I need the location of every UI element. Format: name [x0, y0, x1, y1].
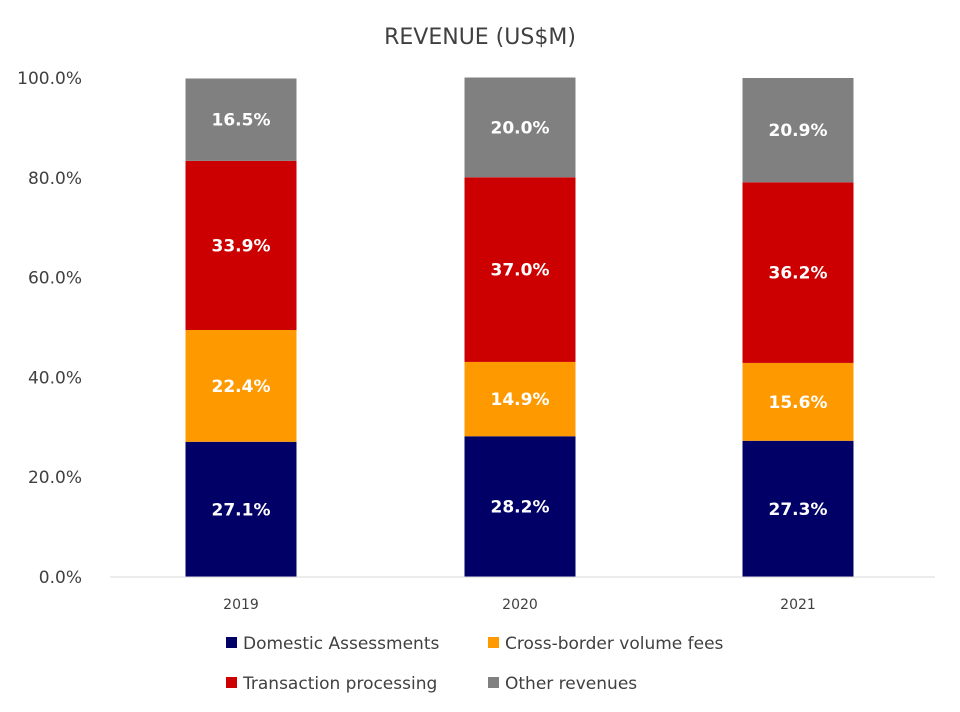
bar-stack-2021: 27.3% 15.6% 36.2% 20.9% [742, 78, 854, 577]
y-axis: 0.0% 20.0% 40.0% 60.0% 80.0% 100.0% [17, 69, 82, 588]
legend-label: Other revenues [505, 674, 637, 694]
bar-segment [742, 182, 854, 363]
data-label: 27.1% [212, 500, 271, 520]
legend-swatch [226, 677, 237, 688]
bar-segment [464, 177, 576, 362]
bar-segment [464, 77, 576, 178]
legend-swatch [226, 637, 237, 648]
x-tick-label: 2019 [223, 597, 259, 613]
data-label: 33.9% [212, 236, 271, 256]
x-tick-label: 2020 [502, 597, 538, 613]
chart-title: REVENUE (US$M) [384, 25, 576, 50]
x-tick-label: 2021 [780, 597, 816, 613]
y-tick-label: 0.0% [39, 568, 82, 588]
data-label: 28.2% [491, 498, 550, 518]
legend-item: Other revenues [488, 674, 637, 694]
bar-segment [185, 160, 297, 330]
legend-item: Transaction processing [226, 674, 437, 694]
bar-stack-2019: 27.1% 22.4% 33.9% 16.5% [185, 78, 297, 577]
data-label: 37.0% [491, 261, 550, 281]
bar-segment [464, 436, 576, 577]
data-label: 14.9% [491, 390, 550, 410]
legend-item: Domestic Assessments [226, 634, 439, 654]
bar-segment [185, 441, 297, 577]
legend-label: Cross-border volume fees [505, 634, 724, 654]
legend-swatch [488, 637, 499, 648]
data-label: 22.4% [212, 377, 271, 397]
x-axis: 2019 2020 2021 [223, 597, 816, 613]
bars: 27.1% 22.4% 33.9% 16.5% 28.2% 14.9% 37.0% 20.0%… [185, 77, 854, 577]
data-label: 36.2% [769, 264, 828, 284]
bar-segment [742, 362, 854, 441]
bar-segment [464, 361, 576, 437]
legend-label: Transaction processing [242, 674, 437, 694]
y-tick-label: 40.0% [28, 368, 82, 388]
data-label: 20.9% [769, 121, 828, 141]
bar-stack-2020: 28.2% 14.9% 37.0% 20.0% [464, 77, 576, 577]
legend-item: Cross-border volume fees [488, 634, 724, 654]
data-label: 15.6% [769, 393, 828, 413]
bar-segment [185, 78, 297, 161]
legend-label: Domestic Assessments [243, 634, 439, 654]
data-label: 20.0% [491, 118, 550, 138]
y-tick-label: 20.0% [28, 468, 82, 488]
data-label: 27.3% [769, 500, 828, 520]
bar-segment [742, 440, 854, 577]
legend-swatch [488, 677, 499, 688]
data-label: 16.5% [212, 111, 271, 131]
y-tick-label: 100.0% [17, 69, 82, 89]
bar-segment [185, 329, 297, 442]
y-tick-label: 60.0% [28, 269, 82, 289]
bar-segment [742, 78, 854, 183]
y-tick-label: 80.0% [28, 169, 82, 189]
legend: Domestic Assessments Cross-border volume … [226, 634, 724, 694]
